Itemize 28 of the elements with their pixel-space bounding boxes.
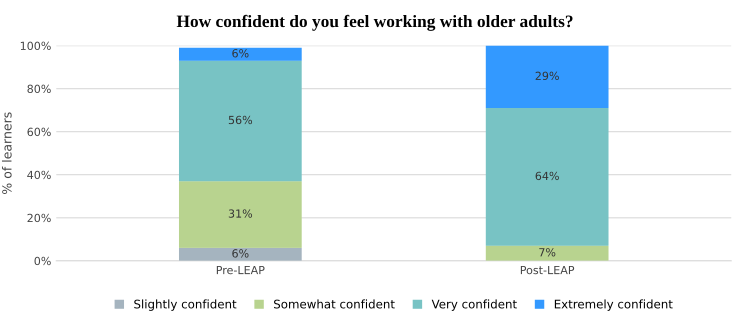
- y-tick-label: 60%: [27, 128, 51, 136]
- y-tick-label: 40%: [27, 170, 51, 180]
- y-axis-title: % of learners: [2, 112, 12, 194]
- data-label: 64%: [536, 172, 559, 180]
- data-label: 6%: [232, 49, 249, 58]
- bar: [178, 48, 302, 61]
- chart-title: How confident do you feel working with older adults?: [176, 14, 573, 31]
- bar: [178, 181, 302, 248]
- data-label: 31%: [228, 209, 252, 218]
- bar: [486, 108, 609, 246]
- y-tick-label: 0%: [34, 256, 51, 266]
- y-tick-label: 80%: [27, 84, 51, 94]
- bar: [178, 248, 302, 261]
- bar: [178, 60, 302, 182]
- legend-label: Slightly confident: [134, 299, 236, 311]
- data-label: 6%: [232, 249, 249, 258]
- data-label: 29%: [536, 72, 559, 80]
- data-label: 56%: [228, 116, 252, 124]
- y-tick-label: 20%: [28, 214, 51, 222]
- legend-label: Very confident: [432, 299, 517, 311]
- bar: [486, 246, 609, 261]
- legend-label: Somewhat confident: [274, 299, 395, 309]
- bar: [486, 46, 609, 108]
- x-tick-label: Post-LEAP: [520, 266, 574, 274]
- data-label: 7%: [539, 248, 556, 256]
- y-tick-label: 100%: [20, 42, 51, 50]
- legend-label: Extremely confident: [554, 299, 673, 311]
- x-tick-label: Pre-LEAP: [216, 266, 265, 274]
